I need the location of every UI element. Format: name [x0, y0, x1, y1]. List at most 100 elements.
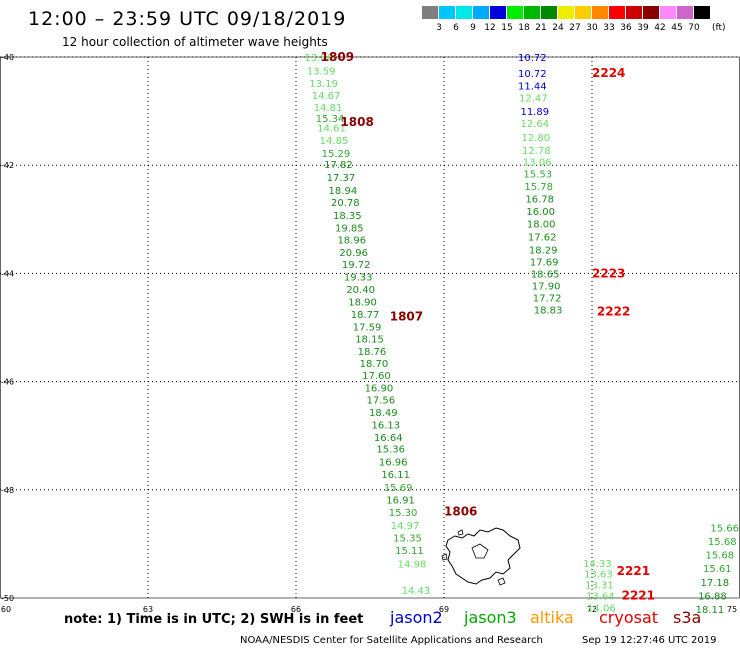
wave-height-value: 15.66	[710, 524, 739, 535]
wave-height-value: 17.69	[530, 257, 559, 268]
wave-height-value: 15.29	[322, 149, 351, 160]
wave-height-value: 15.61	[703, 564, 732, 575]
scale-label: 45	[671, 23, 683, 33]
wave-height-value: 16.88	[698, 591, 727, 602]
wave-height-value: 17.37	[327, 173, 356, 184]
wave-height-value: 16.78	[525, 195, 554, 206]
wave-height-value: 18.70	[360, 359, 389, 370]
wave-height-value: 12.47	[519, 94, 548, 105]
longitude-label: 60	[1, 605, 11, 614]
wave-height-value: 15.68	[705, 551, 734, 562]
wave-height-value: 18.65	[531, 269, 560, 280]
longitude-label: 63	[143, 605, 153, 614]
wave-height-value: 14.43	[402, 586, 431, 597]
wave-height-value: 17.56	[367, 395, 396, 406]
wave-height-value: 12.80	[521, 133, 550, 144]
wave-height-value: 14.98	[398, 559, 427, 570]
scale-swatch	[609, 6, 625, 19]
latitude-label: -48	[1, 486, 14, 495]
scale-swatch	[541, 6, 557, 19]
track-time-labels: 1809 1808 1807 1806 2224 2223 2222 2221 2221	[321, 50, 655, 602]
track-time-label: 2224	[592, 66, 625, 80]
scale-label: 6	[453, 23, 459, 33]
wave-height-value: 13.86	[304, 53, 333, 64]
wave-height-value: 20.96	[339, 248, 368, 259]
island-small-1	[441, 553, 448, 561]
wave-height-value: 17.72	[533, 294, 562, 305]
credit-line: NOAA/NESDIS Center for Satellite Applica…	[240, 635, 543, 646]
wave-height-value: 18.94	[329, 186, 358, 197]
wave-height-value: 14.61	[317, 123, 346, 134]
wave-height-value: 12.64	[520, 119, 549, 130]
wave-height-value: 18.35	[333, 211, 362, 222]
island-main	[445, 527, 521, 585]
track-time-label: 1808	[340, 115, 373, 129]
latitude-label: -50	[1, 594, 14, 603]
scale-label: 42	[654, 23, 666, 33]
latitude-label: -44	[1, 269, 14, 278]
track-time-label: 1806	[444, 504, 477, 518]
latitude-label: -40	[1, 53, 14, 62]
scale-label: 24	[552, 23, 564, 33]
wave-height-value: 15.69	[384, 483, 413, 494]
wave-height-value: 18.29	[529, 246, 558, 257]
axis-labels: -40 -42 -44 -46 -48 -50 60 63 66 69 72 75	[1, 53, 737, 614]
legend-s3a: s3a	[673, 608, 702, 627]
wave-height-value: 12.78	[522, 146, 551, 157]
map-title: 12:00 – 23:59 UTC 09/18/2019	[28, 8, 347, 30]
kerguelen-islands-outline	[441, 527, 521, 586]
scale-swatch	[694, 6, 710, 19]
wave-height-value: 16.13	[371, 420, 400, 431]
scale-label: 18	[518, 23, 530, 33]
wave-height-value: 13.06	[523, 157, 552, 168]
scale-swatch	[456, 6, 472, 19]
wave-height-value: 14.06	[587, 604, 616, 615]
wave-height-value: 17.18	[701, 578, 730, 589]
wave-height-value: 11.89	[520, 107, 549, 118]
wave-height-value: 20.40	[346, 285, 375, 296]
wave-height-value: 15.11	[395, 546, 424, 557]
generated-timestamp: Sep 19 12:27:46 UTC 2019	[582, 635, 717, 646]
track-time-label: 2223	[592, 266, 625, 280]
wave-height-value: 18.96	[337, 235, 366, 246]
wave-height-value: 15.30	[389, 508, 418, 519]
wave-height-value: 17.62	[528, 233, 557, 244]
wave-height-value: 15.78	[524, 182, 553, 193]
wave-height-value: 18.90	[348, 298, 377, 309]
scale-swatch	[558, 6, 574, 19]
wave-height-value: 18.83	[534, 306, 563, 317]
scale-label: 3	[436, 23, 442, 33]
scale-label: 36	[620, 23, 632, 33]
longitude-label: 72	[587, 605, 597, 614]
wave-height-value: 15.34	[316, 114, 345, 125]
scale-swatch	[422, 6, 438, 19]
wave-height-value: 15.68	[708, 537, 737, 548]
wave-height-value: 17.60	[362, 371, 391, 382]
scale-swatch	[439, 6, 455, 19]
wave-height-value: 15.36	[376, 445, 405, 456]
wave-height-value: 18.49	[369, 408, 398, 419]
scale-swatch	[677, 6, 693, 19]
longitude-label: 66	[291, 605, 301, 614]
legend-cryosat: cryosat	[599, 608, 659, 627]
island-peninsula	[471, 543, 489, 559]
wave-height-value: 17.90	[532, 281, 561, 292]
wave-height-value: 14.81	[314, 103, 343, 114]
track-time-label: 2221	[617, 564, 650, 578]
wave-height-value: 16.91	[386, 496, 415, 507]
wave-height-value: 11.44	[518, 82, 547, 93]
wave-height-value: 15.35	[393, 533, 422, 544]
wave-height-value: 10.72	[518, 53, 547, 64]
track-time-label: 2222	[597, 304, 630, 318]
footnote: note: 1) Time is in UTC; 2) SWH is in fe…	[64, 612, 364, 627]
scale-label: 21	[535, 23, 547, 33]
wave-height-value: 19.33	[344, 273, 373, 284]
wave-height-value: 14.33	[583, 559, 612, 570]
scale-label: 9	[470, 23, 476, 33]
scale-label: 15	[501, 23, 513, 33]
legend-altika: altika	[530, 608, 574, 627]
wave-height-value: 19.72	[342, 260, 371, 271]
longitude-label: 75	[727, 605, 737, 614]
